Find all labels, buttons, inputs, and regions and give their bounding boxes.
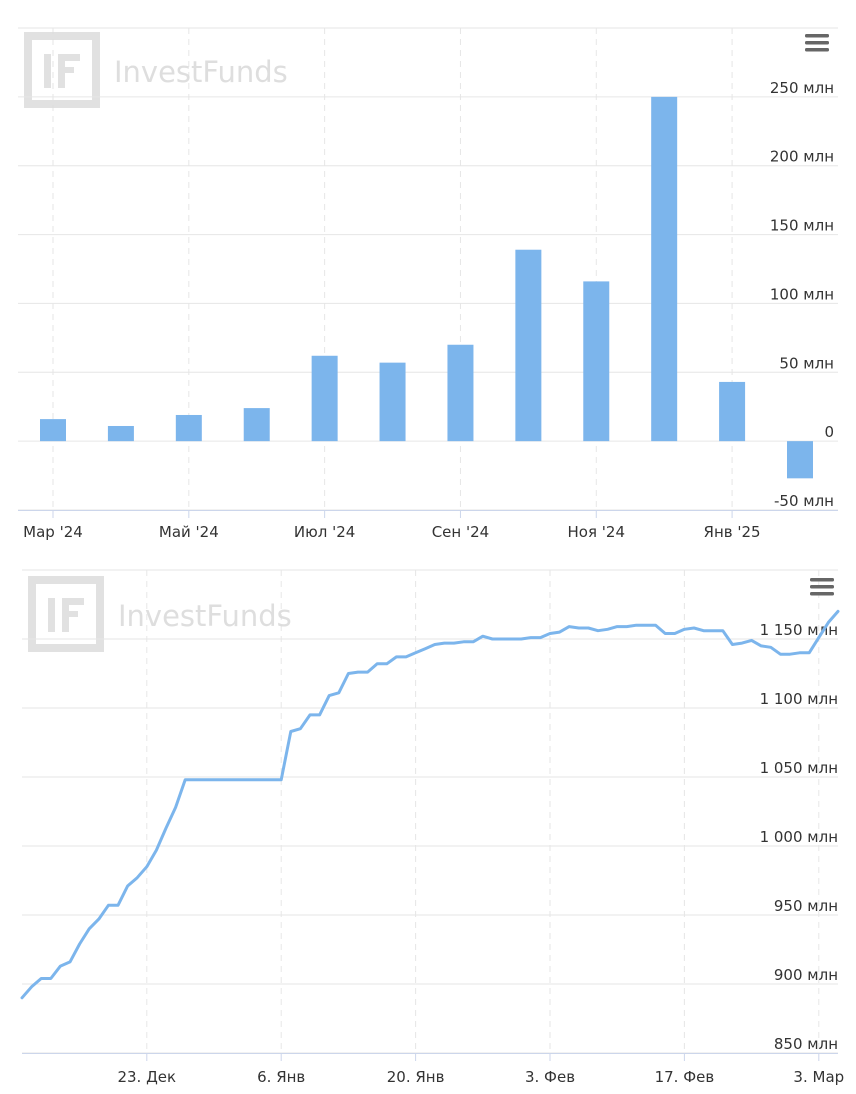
x-tick-label: Июл '24: [294, 523, 355, 541]
x-tick-label: Май '24: [159, 523, 219, 541]
bar[interactable]: [243, 408, 270, 442]
x-tick-label: 6. Янв: [257, 1068, 305, 1086]
chart-menu-button[interactable]: [801, 30, 833, 58]
y-tick-label: 1 150 млн: [760, 621, 838, 639]
x-tick-label: 20. Янв: [387, 1068, 445, 1086]
y-tick-label: 850 млн: [774, 1035, 838, 1053]
bar[interactable]: [787, 441, 813, 479]
x-tick-label: 23. Дек: [117, 1068, 176, 1086]
y-tick-label: 950 млн: [774, 897, 838, 915]
bar[interactable]: [719, 381, 746, 442]
x-tick-label: Янв '25: [704, 523, 761, 541]
watermark-text: InvestFunds: [114, 55, 288, 89]
bar[interactable]: [175, 414, 202, 442]
x-tick-label: 3. Фев: [525, 1068, 575, 1086]
bar[interactable]: [583, 281, 610, 442]
hamburger-menu-icon: [810, 578, 834, 596]
bar[interactable]: [40, 419, 66, 442]
y-tick-label: 200 млн: [770, 148, 834, 166]
line-chart: InvestFunds 850 млн 900 млн 950 млн 1 000 мл…: [20, 569, 844, 1086]
investfunds-watermark: InvestFunds: [28, 576, 292, 652]
y-tick-label: -50 млн: [774, 492, 834, 510]
bar-chart-panel: InvestFunds -50 млн 0 50 млн 100 млн 150 млн 2…: [18, 27, 838, 541]
bar[interactable]: [379, 362, 406, 442]
investfunds-logo-icon: [28, 576, 104, 652]
y-tick-label: 250 млн: [770, 79, 834, 97]
bar[interactable]: [651, 96, 678, 442]
hamburger-menu-icon: [805, 34, 829, 52]
bar[interactable]: [107, 425, 134, 442]
series-line[interactable]: [20, 609, 840, 1000]
investfunds-logo-icon: [24, 32, 100, 108]
y-tick-label: 1 050 млн: [760, 759, 838, 777]
x-tick-label: 17. Фев: [655, 1068, 715, 1086]
x-tick-label: Сен '24: [432, 523, 490, 541]
bar[interactable]: [515, 249, 542, 442]
y-tick-label: 150 млн: [770, 217, 834, 235]
line-chart-panel: InvestFunds 850 млн 900 млн 950 млн 1 000 мл…: [0, 548, 856, 1094]
y-tick-label: 50 млн: [779, 354, 834, 372]
bar[interactable]: [311, 355, 338, 442]
x-tick-label: Ноя '24: [568, 523, 625, 541]
y-tick-label: 1 100 млн: [760, 690, 838, 708]
y-tick-label: 100 млн: [770, 285, 834, 303]
chart-menu-button[interactable]: [806, 574, 838, 602]
investfunds-watermark: InvestFunds: [24, 32, 288, 108]
y-tick-label: 0: [824, 423, 834, 441]
y-tick-label: 1 000 млн: [760, 828, 838, 846]
bar-chart: InvestFunds -50 млн 0 50 млн 100 млн 150 млн 2…: [18, 27, 838, 541]
x-tick-label: 3. Мар: [793, 1068, 844, 1086]
y-tick-label: 900 млн: [774, 966, 838, 984]
x-tick-label: Мар '24: [23, 523, 83, 541]
bar[interactable]: [447, 344, 474, 442]
watermark-text: InvestFunds: [118, 599, 292, 633]
